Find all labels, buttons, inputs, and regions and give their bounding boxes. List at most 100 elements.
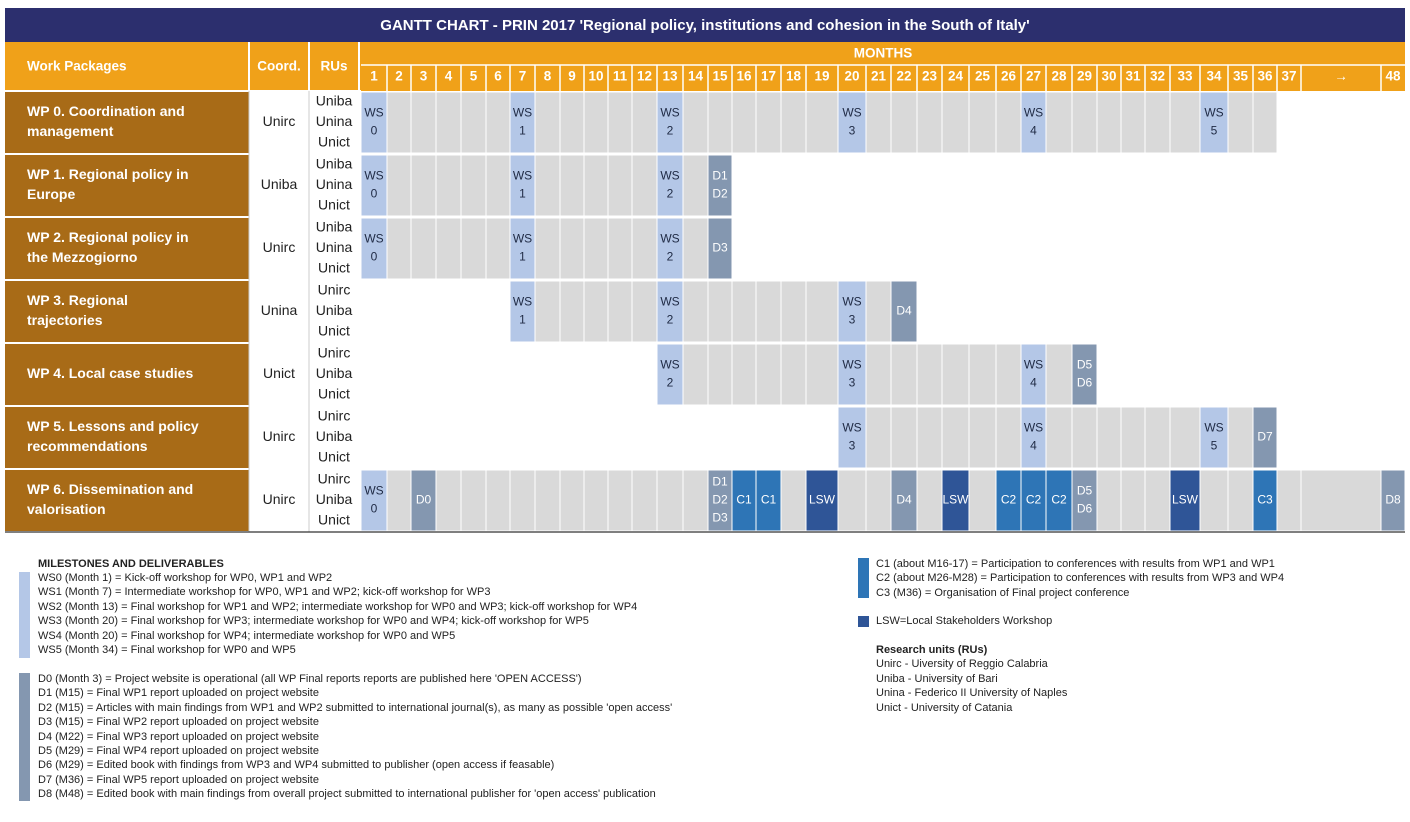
month-label: 28 (1051, 69, 1067, 84)
lsw-legend-swatch (858, 616, 869, 627)
marker-label: D4 (896, 304, 912, 318)
marker-label: 1 (519, 187, 526, 201)
lsw-marker (1169, 469, 1201, 532)
marker-label: D1 (712, 169, 728, 183)
conference-marker (1020, 469, 1047, 532)
month-cell (755, 91, 782, 154)
marker-label: WS (842, 421, 861, 435)
month-cell (837, 469, 867, 532)
research-units-title: Research units (RUs) (876, 644, 988, 656)
marker-label: WS (660, 169, 679, 183)
legend-item: WS4 (Month 20) = Final workshop for WP4;… (38, 629, 456, 642)
research-unit: Unina (316, 239, 353, 255)
wp-name: management (27, 123, 114, 139)
legend-item: D1 (M15) = Final WP1 report uploaded on … (38, 687, 319, 700)
month-cell (460, 469, 487, 532)
month-cell (460, 154, 487, 217)
month-label: 12 (637, 69, 652, 84)
research-unit: Uniba (316, 156, 353, 172)
marker-label: D2 (712, 187, 728, 201)
legend-item: D7 (M36) = Final WP5 report uploaded on … (38, 773, 319, 786)
month-cell (607, 91, 633, 154)
marker-label: LSW (1172, 493, 1199, 507)
month-label: 4 (445, 69, 453, 84)
workshop-marker (656, 154, 684, 217)
month-label: 18 (786, 69, 802, 84)
month-label: 6 (494, 69, 502, 84)
month-cell (707, 343, 733, 406)
month-cell (607, 280, 633, 343)
month-label: 24 (948, 69, 964, 84)
month-cell (968, 343, 997, 406)
month-cell (682, 154, 709, 217)
month-cell (755, 280, 782, 343)
month-cell (865, 406, 892, 469)
legend-item: WS5 (Month 34) = Final workshop for WP0 … (38, 644, 296, 657)
month-label: 29 (1077, 69, 1092, 84)
marker-label: 1 (519, 250, 526, 264)
wp-name: WP 4. Local case studies (27, 365, 193, 381)
month-cell (1169, 91, 1201, 154)
marker-label: 4 (1030, 439, 1037, 453)
marker-label: D6 (1077, 376, 1093, 390)
month-label: 1 (370, 69, 378, 84)
marker-label: WS (842, 106, 861, 120)
wp-name: WP 3. Regional (27, 292, 128, 308)
marker-label: WS (842, 358, 861, 372)
legend-item: Unict - University of Catania (876, 701, 1013, 714)
month-cell (559, 91, 585, 154)
month-cell (1227, 91, 1254, 154)
deliverable-marker (1071, 343, 1098, 406)
month-label: 16 (736, 69, 752, 84)
marker-label: 0 (371, 124, 378, 138)
deliverable-legend: D0 (Month 3) = Project website is operat… (38, 672, 672, 802)
month-cell (968, 91, 997, 154)
research-unit: Unirc (318, 408, 351, 424)
month-cell (780, 343, 807, 406)
marker-label: C1 (761, 493, 777, 507)
month-cell (485, 469, 511, 532)
month-cell (509, 469, 536, 532)
month-cell (534, 280, 561, 343)
marker-label: D5 (1077, 358, 1093, 372)
deliverable-marker (1071, 469, 1098, 532)
month-cell (559, 280, 585, 343)
conference-legend-swatch (858, 558, 869, 598)
month-cell (410, 217, 437, 280)
workshop-marker (656, 280, 684, 343)
deliverable-marker (890, 469, 918, 532)
research-units-legend: Research units (RUs) Unirc - Uiversity o… (876, 643, 1067, 715)
month-cell (1227, 406, 1254, 469)
marker-label: WS (1204, 106, 1223, 120)
marker-label: WS (842, 295, 861, 309)
marker-label: D1 (712, 475, 728, 489)
coordinator: Unirc (263, 491, 296, 507)
month-label: 11 (613, 69, 628, 84)
research-unit: Uniba (316, 428, 353, 444)
marker-label: WS (1024, 106, 1043, 120)
month-cell (631, 91, 658, 154)
marker-label: WS (513, 169, 532, 183)
marker-label: WS (513, 232, 532, 246)
month-cell (682, 91, 709, 154)
research-unit: Unina (316, 176, 353, 192)
month-label: 21 (871, 69, 887, 84)
workshop-marker (837, 406, 867, 469)
month-cell (631, 469, 658, 532)
month-label: 33 (1177, 69, 1193, 84)
month-cell (995, 343, 1022, 406)
month-label: 36 (1257, 69, 1273, 84)
month-cell (583, 154, 609, 217)
marker-label: 2 (667, 124, 674, 138)
workshop-marker (656, 217, 684, 280)
research-unit: Unirc (318, 282, 351, 298)
month-cell (968, 469, 997, 532)
lsw-legend: LSW=Local Stakeholders Workshop (876, 614, 1052, 628)
month-cell (916, 91, 943, 154)
marker-label: 3 (849, 439, 856, 453)
month-cell (1045, 91, 1073, 154)
month-label: 3 (420, 69, 428, 84)
month-cell (941, 343, 970, 406)
coordinator: Unirc (263, 428, 296, 444)
month-cell (583, 217, 609, 280)
